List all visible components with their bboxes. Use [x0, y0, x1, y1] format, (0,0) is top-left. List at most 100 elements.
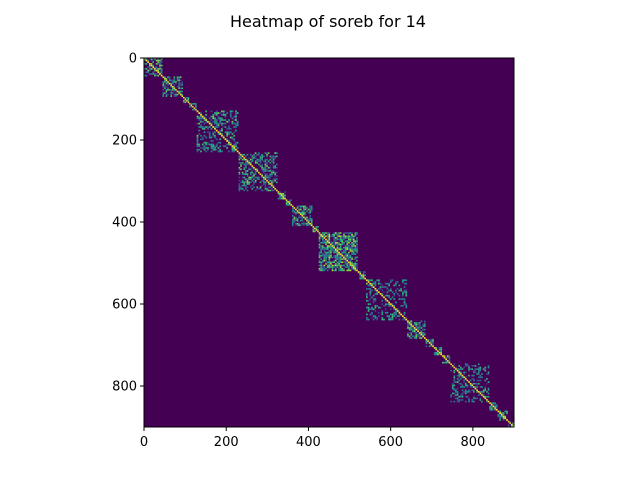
- heatmap-cell: [346, 248, 349, 251]
- heatmap-cell: [352, 251, 355, 254]
- heatmap-cell: [352, 258, 355, 260]
- heatmap-cell: [320, 250, 322, 252]
- heatmap-cell: [318, 264, 321, 267]
- heatmap-cell: [222, 134, 225, 137]
- heatmap-cell: [181, 82, 184, 85]
- heatmap-cell: [352, 240, 355, 242]
- heatmap-cell: [343, 246, 345, 249]
- heatmap-cell: [317, 230, 319, 233]
- heatmap-cell: [233, 122, 236, 125]
- heatmap-cell: [228, 150, 230, 153]
- heatmap-cell: [235, 124, 237, 127]
- heatmap-cell: [352, 267, 355, 270]
- heatmap-cell: [446, 360, 449, 362]
- heatmap-cell: [348, 263, 350, 265]
- heatmap-cell: [376, 316, 378, 319]
- heatmap-cell: [274, 179, 276, 182]
- heatmap-cell: [320, 267, 322, 270]
- heatmap-cell: [339, 253, 342, 255]
- heatmap-cell: [381, 299, 384, 302]
- heatmap-cell: [333, 250, 335, 252]
- heatmap-cell: [451, 392, 454, 395]
- heatmap-cell: [304, 213, 307, 216]
- heatmap-cell: [243, 153, 246, 156]
- heatmap-cell: [208, 122, 211, 125]
- heatmap-cell: [413, 335, 416, 338]
- heatmap-cell: [258, 158, 260, 161]
- heatmap-cell: [356, 240, 358, 242]
- heatmap-cell: [165, 90, 168, 93]
- heatmap-cell: [318, 259, 321, 262]
- heatmap-cell: [423, 337, 426, 339]
- heatmap-cell: [261, 166, 263, 169]
- heatmap-cell: [284, 194, 286, 197]
- heatmap-cell: [264, 178, 267, 180]
- heatmap-cell: [499, 417, 501, 420]
- heatmap-cell: [341, 269, 344, 272]
- heatmap-cell: [325, 253, 327, 255]
- heatmap-cell: [149, 69, 151, 72]
- heatmap-cell: [295, 211, 297, 214]
- heatmap-cell: [256, 160, 259, 163]
- heatmap-cell: [330, 235, 332, 238]
- heatmap-cell: [499, 414, 501, 416]
- heatmap-cell: [160, 59, 163, 62]
- heatmap-cell: [254, 170, 257, 172]
- heatmap-cell: [432, 345, 434, 348]
- heatmap-cell: [331, 256, 334, 259]
- heatmap-cell: [339, 267, 342, 270]
- heatmap-cell: [307, 224, 310, 227]
- heatmap-cell: [351, 233, 353, 236]
- heatmap-cell: [335, 263, 337, 265]
- heatmap-cell: [210, 124, 213, 127]
- heatmap-cell: [330, 263, 332, 265]
- heatmap-cell: [376, 305, 378, 307]
- heatmap-cell: [203, 145, 206, 148]
- heatmap-cell: [325, 259, 327, 262]
- heatmap-cell: [335, 241, 337, 244]
- heatmap-cell: [196, 122, 199, 125]
- heatmap-cell: [374, 305, 377, 307]
- heatmap-cell: [339, 238, 342, 241]
- heatmap-cell: [336, 258, 339, 260]
- heatmap-cell: [405, 291, 408, 294]
- heatmap-cell: [348, 233, 350, 236]
- heatmap-cell: [323, 232, 326, 234]
- heatmap-cell: [295, 208, 297, 211]
- heatmap-cell: [253, 175, 255, 177]
- heatmap-cell: [326, 263, 329, 265]
- heatmap-cell: [344, 266, 347, 268]
- heatmap-cell: [403, 318, 406, 321]
- heatmap-cell: [445, 356, 447, 359]
- heatmap-cell: [304, 216, 307, 219]
- heatmap-cell: [201, 120, 204, 123]
- heatmap-cell: [326, 266, 329, 268]
- heatmap-cell: [269, 168, 272, 171]
- heatmap-cell: [299, 211, 302, 214]
- heatmap-cell: [338, 254, 340, 257]
- heatmap-cell: [198, 115, 201, 118]
- heatmap-cell: [196, 141, 199, 144]
- heatmap-cell: [500, 415, 503, 418]
- heatmap-cell: [318, 256, 321, 259]
- heatmap-cell: [346, 245, 349, 247]
- heatmap-cell: [366, 287, 368, 290]
- heatmap-cell: [200, 119, 202, 121]
- heatmap-cell: [401, 294, 404, 297]
- heatmap-cell: [372, 282, 375, 285]
- heatmap-cell: [149, 66, 151, 69]
- heatmap-cell: [458, 373, 461, 375]
- heatmap-cell: [326, 248, 329, 251]
- heatmap-cell: [473, 386, 475, 388]
- heatmap-cell: [205, 110, 208, 113]
- heatmap-cell: [330, 243, 332, 246]
- heatmap-cell: [420, 333, 423, 336]
- heatmap-cell: [330, 251, 332, 254]
- heatmap-cell: [280, 197, 283, 200]
- heatmap-cell: [238, 168, 241, 171]
- heatmap-cell: [246, 189, 249, 192]
- heatmap-cell: [326, 237, 329, 239]
- heatmap-cell: [145, 63, 148, 65]
- heatmap-cell: [410, 332, 413, 334]
- heatmap-cell: [388, 294, 390, 297]
